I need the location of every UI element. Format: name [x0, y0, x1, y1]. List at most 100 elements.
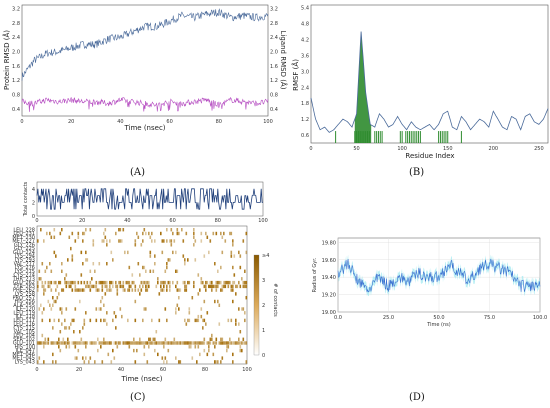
chart-c-cell — [80, 341, 83, 345]
chart-c-cell — [185, 284, 188, 289]
chart-c-cell — [140, 341, 143, 345]
chart-c-cell — [74, 307, 77, 311]
chart-c-cell — [139, 292, 141, 296]
chart-c-cell — [215, 231, 218, 236]
chart-c-cell — [100, 280, 102, 285]
chart-c-cell — [43, 239, 45, 243]
chart-c-cell — [229, 231, 231, 236]
chart-c-cell — [38, 307, 41, 311]
chart-c-cell — [200, 280, 203, 285]
chart-c-cell — [64, 326, 66, 330]
chart-c-cell — [199, 341, 201, 345]
chart-c-cell — [178, 296, 180, 300]
chart-c-cell — [217, 280, 219, 285]
chart-c-cell — [145, 231, 147, 236]
chart-c-cell — [139, 284, 141, 289]
chart-c-cell — [137, 235, 140, 239]
chart-c-cell — [77, 348, 80, 353]
chart-c-cell — [176, 228, 179, 232]
chart-c-cell — [50, 307, 53, 311]
chart-c-cell — [107, 352, 110, 357]
chart-c-cell — [92, 239, 95, 243]
chart-c-xtick: 80 — [202, 367, 208, 373]
chart-a-ytick-right: 0.4 — [270, 107, 278, 113]
chart-c-cell — [130, 341, 132, 345]
chart-c-cell — [203, 318, 206, 323]
chart-c-cell — [136, 341, 138, 345]
chart-c-cell — [47, 284, 50, 289]
chart-c-cell — [85, 311, 87, 315]
chart-c-row-label: LEU_117 — [13, 318, 35, 324]
chart-c-cell — [208, 348, 210, 353]
chart-c-cell — [187, 318, 189, 323]
chart-c-cell — [209, 239, 212, 243]
chart-c-cell — [227, 341, 230, 345]
chart-c-cell — [172, 341, 174, 345]
chart-c-cell — [70, 322, 72, 326]
chart-c-cell — [235, 318, 237, 323]
chart-c-cell — [55, 341, 57, 345]
chart-c-row-label: GLU_262 — [13, 280, 35, 286]
chart-c-cell — [124, 250, 126, 255]
chart-c-cell — [101, 284, 104, 289]
chart-c-cell — [160, 280, 162, 285]
chart-c-cell — [193, 341, 195, 345]
chart-c-cell — [220, 360, 222, 364]
chart-c-cell — [146, 280, 149, 285]
chart-c-cell — [148, 341, 150, 345]
chart-c-cell — [176, 341, 179, 345]
chart-c-cell — [203, 299, 206, 304]
chart-c-cell — [149, 254, 152, 258]
chart-c-cell — [127, 341, 129, 345]
chart-c-cell — [80, 250, 83, 255]
chart-c-cell — [157, 352, 159, 357]
chart-c-cell — [238, 341, 240, 345]
chart-c-cell — [208, 284, 210, 289]
chart-c-cell — [38, 356, 41, 360]
chart-c-cell — [85, 345, 87, 349]
chart-c-cell — [134, 284, 137, 289]
chart-c-cell — [65, 341, 68, 345]
chart-c-colorbar-label: # of contacts — [272, 283, 278, 317]
chart-c-row-label: LEU_228 — [13, 227, 35, 233]
chart-c-cell — [128, 345, 131, 349]
chart-c-cell — [64, 341, 66, 345]
chart-c-cell — [187, 258, 189, 262]
chart-a-ytick-right: 1.2 — [270, 78, 278, 84]
chart-c-cell — [82, 341, 84, 345]
chart-c-cell — [242, 307, 245, 311]
chart-c-row-label: ALA_255 — [13, 303, 35, 309]
chart-c-cell — [41, 311, 44, 315]
chart-c-cell — [193, 284, 195, 289]
chart-c-cell — [94, 341, 96, 345]
chart-c-cell — [151, 341, 153, 345]
chart-c-cell — [79, 299, 81, 304]
chart-c-cell — [167, 348, 170, 353]
chart-c-cell — [197, 273, 200, 277]
chart-c-cell — [68, 284, 71, 289]
chart-c-cell — [152, 341, 155, 345]
chart-c-row-label: HIS_256 — [15, 299, 35, 305]
chart-c-cell — [67, 280, 69, 285]
chart-c-cell — [74, 239, 77, 243]
chart-c-cell — [43, 307, 45, 311]
chart-c-cell — [130, 284, 132, 289]
chart-c-cell — [116, 292, 119, 296]
chart-c-cell — [245, 284, 248, 289]
chart-a-ylabel-right: Ligand RMSD (Å) — [279, 31, 288, 90]
chart-c-cell — [104, 284, 107, 289]
chart-c-cell — [242, 239, 245, 243]
chart-c: Time (nsec) # of contacts — [36, 225, 278, 383]
chart-c-cell — [211, 280, 213, 285]
chart-c-cell — [196, 341, 198, 345]
chart-c-cell — [119, 280, 122, 285]
chart-c-cell — [220, 341, 222, 345]
chart-c-cell — [104, 318, 107, 323]
chart-c-cell — [128, 265, 131, 270]
chart-c-cell — [212, 341, 215, 345]
chart-c-cell — [37, 360, 39, 364]
chart-c-cell — [73, 280, 75, 285]
chart-c-cell — [214, 284, 216, 289]
chart-c-cell — [43, 292, 45, 296]
chart-c-cell — [242, 341, 245, 345]
